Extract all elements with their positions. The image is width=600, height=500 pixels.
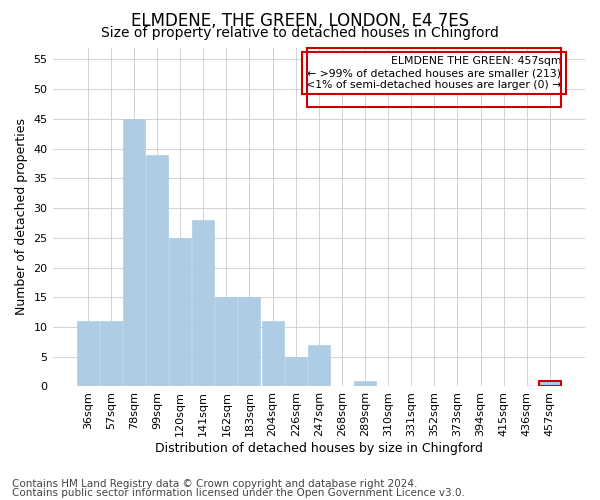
Bar	[123, 119, 145, 386]
Bar	[77, 321, 98, 386]
Text: ELMDENE, THE GREEN, LONDON, E4 7ES: ELMDENE, THE GREEN, LONDON, E4 7ES	[131, 12, 469, 30]
Bar	[146, 154, 168, 386]
Bar	[238, 298, 260, 386]
Bar	[307, 48, 562, 107]
Bar	[100, 321, 122, 386]
Bar	[539, 380, 561, 386]
Text: Size of property relative to detached houses in Chingford: Size of property relative to detached ho…	[101, 26, 499, 40]
Text: ELMDENE THE GREEN: 457sqm
← >99% of detached houses are smaller (213)
<1% of sem: ELMDENE THE GREEN: 457sqm ← >99% of deta…	[306, 56, 562, 90]
Text: Contains HM Land Registry data © Crown copyright and database right 2024.: Contains HM Land Registry data © Crown c…	[12, 479, 418, 489]
Y-axis label: Number of detached properties: Number of detached properties	[15, 118, 28, 316]
Bar	[169, 238, 191, 386]
Bar	[215, 298, 238, 386]
Text: Contains public sector information licensed under the Open Government Licence v3: Contains public sector information licen…	[12, 488, 465, 498]
Bar	[284, 356, 307, 386]
Bar	[308, 345, 330, 387]
X-axis label: Distribution of detached houses by size in Chingford: Distribution of detached houses by size …	[155, 442, 483, 455]
Bar	[262, 321, 284, 386]
Bar	[192, 220, 214, 386]
Bar	[354, 380, 376, 386]
